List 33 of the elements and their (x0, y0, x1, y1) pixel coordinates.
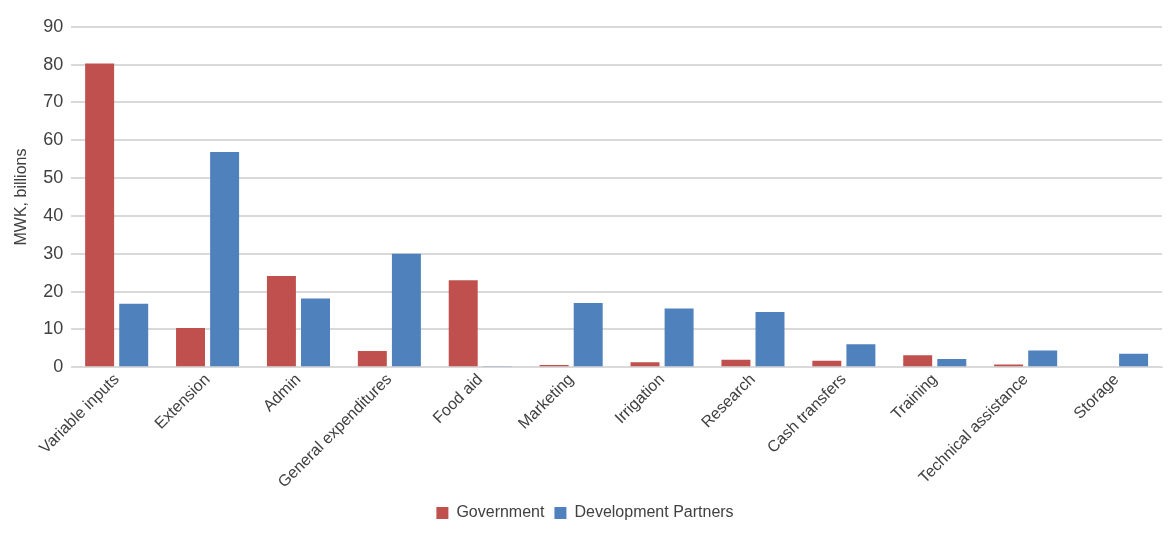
y-tick-label: 50 (43, 167, 64, 188)
legend-label: Development Partners (574, 503, 734, 521)
y-tick-label: 70 (43, 91, 64, 112)
bar (85, 63, 115, 367)
bar (119, 303, 149, 367)
bar (1119, 353, 1149, 367)
bar (266, 276, 296, 367)
y-axis-title: MWK, billions (12, 148, 30, 246)
y-tick-label: 30 (43, 242, 64, 263)
bar (812, 360, 842, 367)
bar (1028, 350, 1058, 367)
bar (755, 312, 785, 367)
bar (357, 350, 387, 367)
y-tick-label: 80 (43, 53, 64, 74)
bar (937, 358, 967, 367)
bar (176, 327, 206, 367)
y-tick-label: 10 (43, 318, 64, 339)
bar (573, 302, 603, 367)
bar (210, 152, 240, 367)
y-tick-label: 40 (43, 204, 64, 225)
bar (846, 344, 876, 367)
legend-label: Government (456, 503, 545, 521)
bar (630, 362, 660, 367)
bar (391, 253, 421, 367)
y-tick-label: 0 (53, 356, 64, 377)
y-tick-label: 90 (43, 15, 64, 36)
bar (448, 280, 478, 367)
y-tick-label: 20 (43, 280, 64, 301)
bar (301, 298, 330, 367)
bar (721, 359, 751, 367)
bar (664, 308, 694, 367)
y-tick-label: 60 (43, 129, 64, 150)
bar (903, 355, 933, 367)
